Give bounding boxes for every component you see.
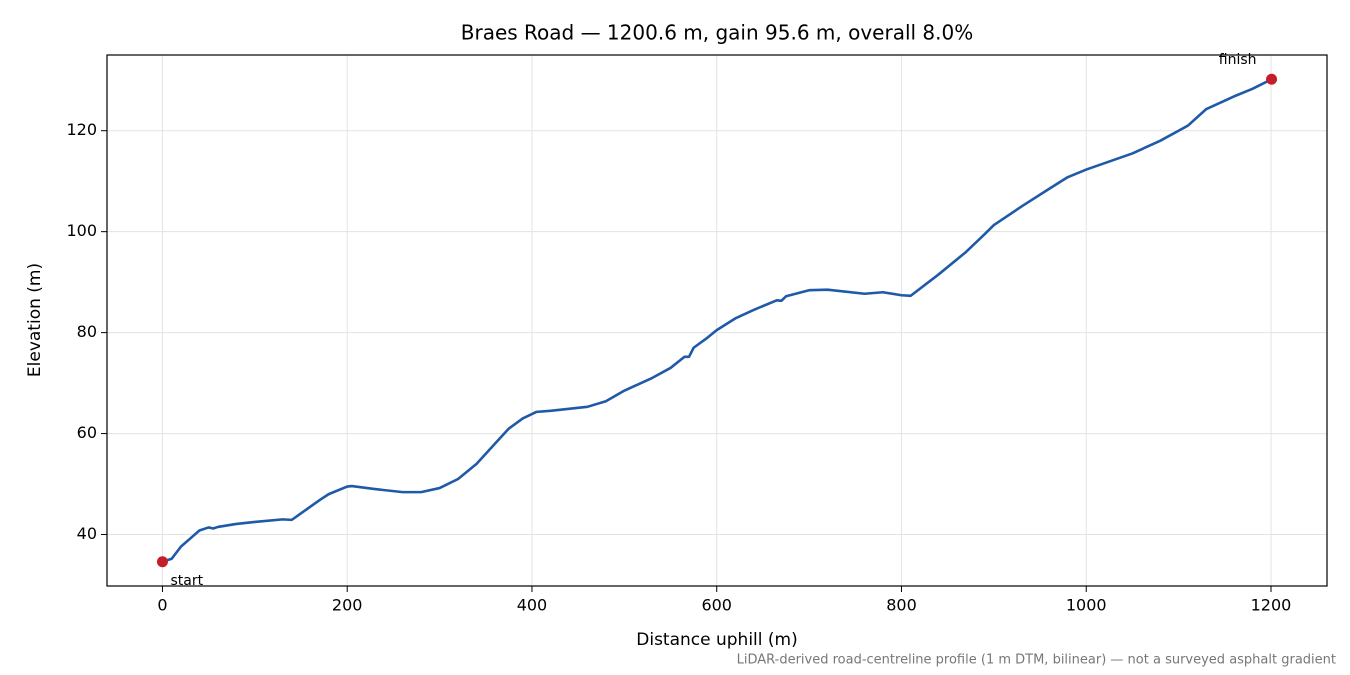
annotation-point	[1266, 73, 1278, 85]
x-tick-label: 600	[701, 596, 732, 615]
footnote: LiDAR-derived road-centreline profile (1…	[737, 653, 1336, 668]
y-axis-label: Elevation (m)	[25, 263, 45, 377]
y-tick-label: 80	[77, 322, 97, 341]
y-tick-label: 60	[77, 423, 97, 442]
x-tick-label: 0	[157, 596, 167, 615]
x-tick-label: 800	[886, 596, 917, 615]
x-axis-label: Distance uphill (m)	[636, 630, 797, 650]
x-tick-label: 1000	[1066, 596, 1107, 615]
plot-frame	[106, 54, 1328, 587]
y-tick-label: 100	[66, 221, 97, 240]
annotation-label: start	[170, 573, 203, 589]
y-tick-label: 120	[66, 120, 97, 139]
x-tick-label: 400	[517, 596, 548, 615]
x-tick-label: 1200	[1251, 596, 1292, 615]
chart-title: Braes Road — 1200.6 m, gain 95.6 m, over…	[461, 21, 973, 45]
annotation-label: finish	[1219, 52, 1257, 68]
y-tick-label: 40	[77, 524, 97, 543]
elevation-line	[162, 78, 1273, 564]
annotation-point	[156, 556, 168, 568]
x-tick-label: 200	[332, 596, 363, 615]
